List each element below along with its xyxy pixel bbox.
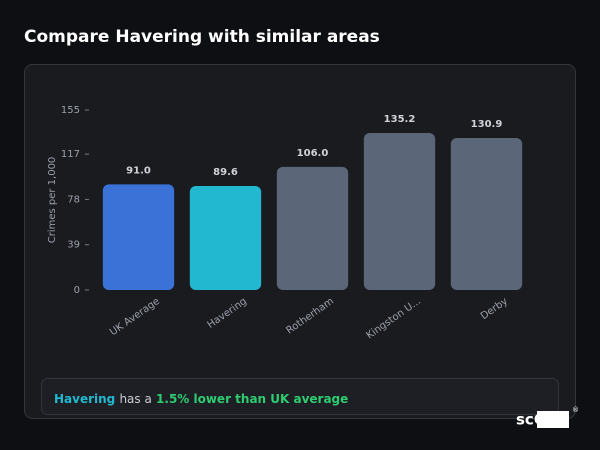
page-title: Compare Havering with similar areas <box>24 27 380 47</box>
value-label: 130.9 <box>471 119 503 130</box>
bar <box>363 132 436 290</box>
value-label: 91.0 <box>126 165 151 176</box>
footer-box <box>41 378 559 415</box>
bar <box>189 185 262 290</box>
bar <box>276 166 349 290</box>
y-axis-label: Crimes per 1,000 <box>47 157 58 244</box>
bar <box>450 137 523 290</box>
y-tick-label: 117 <box>61 149 80 160</box>
bar <box>102 184 175 290</box>
footer-text: Havering has a 1.5% lower than UK averag… <box>54 392 348 406</box>
value-label: 89.6 <box>213 167 238 178</box>
comparison: 1.5% lower than UK average <box>156 392 348 406</box>
value-label: 135.2 <box>384 114 416 125</box>
y-tick-label: 39 <box>67 240 80 251</box>
footer-connector: has a <box>119 392 151 406</box>
logo-mark: ® <box>572 406 579 414</box>
area-name: Havering <box>54 392 115 406</box>
logo-box <box>537 411 569 428</box>
logo: scOS <box>516 411 557 429</box>
y-tick-label: 155 <box>61 105 80 116</box>
value-label: 106.0 <box>297 148 329 159</box>
y-tick-label: 0 <box>74 285 80 296</box>
y-tick-label: 78 <box>67 194 80 205</box>
